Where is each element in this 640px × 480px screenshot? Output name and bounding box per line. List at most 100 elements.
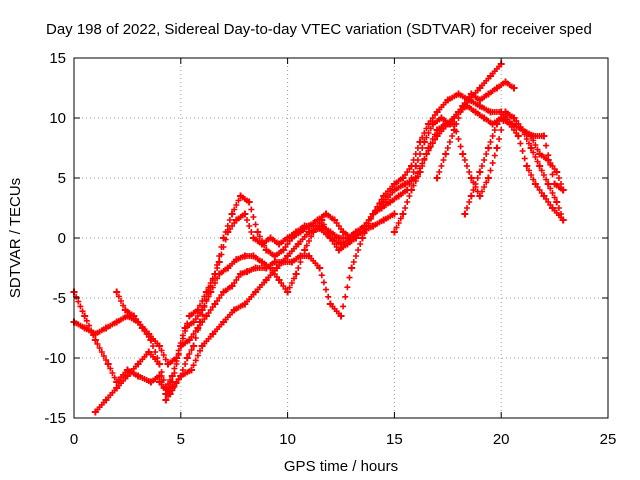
x-tick-label: 15 [386, 431, 403, 448]
data-point [252, 288, 260, 296]
data-point [487, 72, 495, 80]
data-point [81, 312, 89, 320]
data-point [326, 234, 334, 242]
data-point [420, 138, 428, 146]
data-point [476, 168, 484, 176]
data-point [224, 264, 232, 272]
data-point [501, 78, 509, 86]
y-tick-label: -10 [44, 350, 66, 367]
data-point [390, 210, 398, 218]
data-point [390, 228, 398, 236]
data-point [211, 270, 219, 278]
data-point [425, 144, 433, 152]
data-point [211, 300, 219, 308]
data-point [147, 378, 155, 386]
x-tick-label: 5 [177, 431, 185, 448]
data-point [399, 210, 407, 218]
data-point [442, 150, 450, 158]
data-point [378, 204, 386, 212]
data-point [232, 256, 240, 264]
data-point [198, 342, 206, 350]
data-point [514, 132, 522, 140]
data-point [91, 330, 99, 338]
data-point [548, 204, 556, 212]
data-point [241, 210, 249, 218]
data-point [459, 102, 467, 110]
data-point [123, 366, 131, 374]
data-point [544, 180, 552, 188]
x-tick-label: 20 [493, 431, 510, 448]
data-point [237, 270, 245, 278]
data-point [339, 228, 347, 236]
data-point [168, 372, 176, 380]
data-point [123, 372, 131, 380]
data-point [155, 360, 163, 368]
data-point [155, 378, 163, 386]
y-axis-label: SDTVAR / TECUs [7, 178, 24, 298]
axis-ticks: 0 5 10 15 20 25 -15 -10 -5 0 5 10 15 [44, 50, 616, 448]
y-tick-label: 10 [49, 110, 66, 127]
data-point [187, 366, 195, 374]
data-point [194, 306, 202, 314]
data-point [190, 342, 198, 350]
data-point [166, 390, 174, 398]
data-point [493, 144, 501, 152]
data-point [262, 276, 270, 284]
data-point [337, 240, 345, 248]
data-point [395, 192, 403, 200]
data-point [510, 114, 518, 122]
x-tick-label: 10 [279, 431, 296, 448]
data-point [284, 252, 292, 260]
data-point [121, 306, 129, 314]
data-point [220, 318, 228, 326]
data-point [271, 258, 279, 266]
data-point [380, 192, 388, 200]
data-point [177, 372, 185, 380]
data-series [70, 60, 567, 416]
data-point [301, 246, 309, 254]
data-point [369, 210, 377, 218]
data-point [559, 186, 567, 194]
data-point [130, 312, 138, 320]
data-point [369, 222, 377, 230]
data-point [437, 114, 445, 122]
data-point [412, 162, 420, 170]
data-point [519, 126, 527, 134]
data-point [230, 306, 238, 314]
data-point [390, 186, 398, 194]
data-point [348, 234, 356, 242]
data-point [559, 216, 567, 224]
data-point [185, 336, 193, 344]
data-point [91, 336, 99, 344]
data-point [305, 222, 313, 230]
data-point [540, 192, 548, 200]
data-point [249, 234, 257, 242]
data-point [527, 144, 535, 152]
data-point [337, 312, 345, 320]
y-tick-label: 5 [58, 170, 66, 187]
data-point [429, 120, 437, 128]
data-point [326, 300, 334, 308]
data-point [202, 312, 210, 320]
data-point [134, 360, 142, 368]
data-point [113, 288, 121, 296]
data-point [399, 174, 407, 182]
data-series-track-5 [155, 210, 398, 398]
data-point [296, 228, 304, 236]
data-point [237, 192, 245, 200]
y-tick-label: -5 [53, 290, 66, 307]
chart-title: Day 198 of 2022, Sidereal Day-to-day VTE… [46, 21, 592, 38]
data-point [510, 84, 518, 92]
data-point [467, 174, 475, 182]
data-point [540, 132, 548, 140]
data-point [442, 120, 450, 128]
data-point [102, 396, 110, 404]
data-point [147, 336, 155, 344]
data-series-track-3 [91, 102, 567, 416]
data-point [275, 240, 283, 248]
data-series-track-7 [461, 108, 567, 224]
data-point [164, 360, 172, 368]
data-point [220, 288, 228, 296]
data-point [294, 240, 302, 248]
